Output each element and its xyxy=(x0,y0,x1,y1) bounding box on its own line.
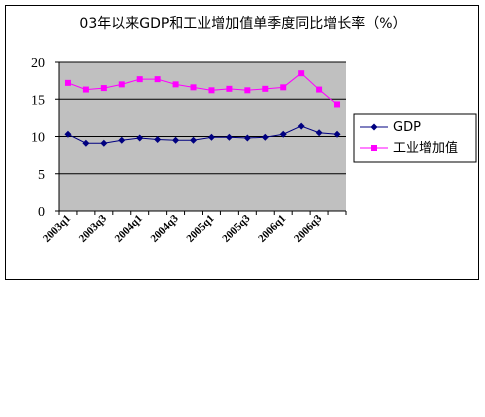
data-point xyxy=(298,70,305,77)
data-point xyxy=(297,122,305,130)
data-point xyxy=(244,87,251,94)
data-point xyxy=(225,133,233,141)
x-tick-label: 2003q1 xyxy=(41,213,73,245)
data-point xyxy=(243,134,251,142)
legend-gdp-marker xyxy=(370,123,378,131)
y-tick-label: 20 xyxy=(31,56,45,71)
data-point xyxy=(316,86,323,93)
data-point xyxy=(100,85,107,92)
x-tick-label: 2006q3 xyxy=(292,212,325,245)
legend-industry-marker xyxy=(371,145,377,151)
data-point xyxy=(190,84,197,91)
data-point xyxy=(172,136,180,144)
legend-box xyxy=(353,113,477,163)
legend-gdp-label: GDP xyxy=(393,120,421,135)
series-line xyxy=(67,72,338,105)
data-point xyxy=(100,139,108,147)
legend-industry-label: 工业增加值 xyxy=(393,140,458,156)
data-point xyxy=(82,139,90,147)
y-axis-ticks: 0 5 10 15 20 xyxy=(31,56,59,220)
data-point xyxy=(280,84,287,91)
data-point xyxy=(118,136,126,144)
data-point xyxy=(226,85,233,92)
data-point xyxy=(154,135,162,143)
data-point xyxy=(64,130,72,138)
x-tick-label: 2003q3 xyxy=(77,212,110,245)
data-point xyxy=(64,79,71,86)
chart-title: 03年以来GDP和工业增加值单季度同比增长率（%） xyxy=(79,15,406,32)
data-point xyxy=(261,133,269,141)
series-lines xyxy=(64,70,341,147)
data-point xyxy=(333,130,341,138)
x-tick-label: 2005q3 xyxy=(220,212,253,245)
y-tick-label: 10 xyxy=(31,131,45,146)
y-tick-label: 15 xyxy=(31,93,45,108)
data-point xyxy=(136,134,144,142)
series-1 xyxy=(64,70,341,108)
data-point xyxy=(136,76,143,83)
x-tick-label: 2004q3 xyxy=(148,212,181,245)
chart-frame: 03年以来GDP和工业增加值单季度同比增长率（%） 0 5 10 15 20 2003q… xyxy=(5,5,479,280)
data-point xyxy=(172,81,179,88)
data-point xyxy=(82,86,89,93)
data-point xyxy=(154,76,161,83)
x-tick-label: 2006q1 xyxy=(256,213,288,245)
data-point xyxy=(208,87,215,94)
series-line xyxy=(67,125,338,144)
y-tick-label: 0 xyxy=(38,205,45,220)
x-axis-ticks: 2003q1 2003q3 2004q1 2004q3 2005q1 2005q3 2006… xyxy=(41,211,347,245)
data-point xyxy=(334,101,341,108)
data-point xyxy=(262,85,269,92)
y-tick-label: 5 xyxy=(38,168,45,183)
data-point xyxy=(118,81,125,88)
line-chart: 03年以来GDP和工业增加值单季度同比增长率（%） 0 5 10 15 20 2003q… xyxy=(31,15,477,245)
gridlines xyxy=(59,61,346,175)
x-tick-label: 2005q1 xyxy=(184,213,216,245)
data-point xyxy=(190,136,198,144)
series-0 xyxy=(64,122,341,147)
data-point xyxy=(207,133,215,141)
legend: GDP 工业增加值 xyxy=(353,113,477,163)
data-point xyxy=(279,130,287,138)
x-tick-label: 2004q1 xyxy=(113,213,145,245)
data-point xyxy=(315,129,323,137)
